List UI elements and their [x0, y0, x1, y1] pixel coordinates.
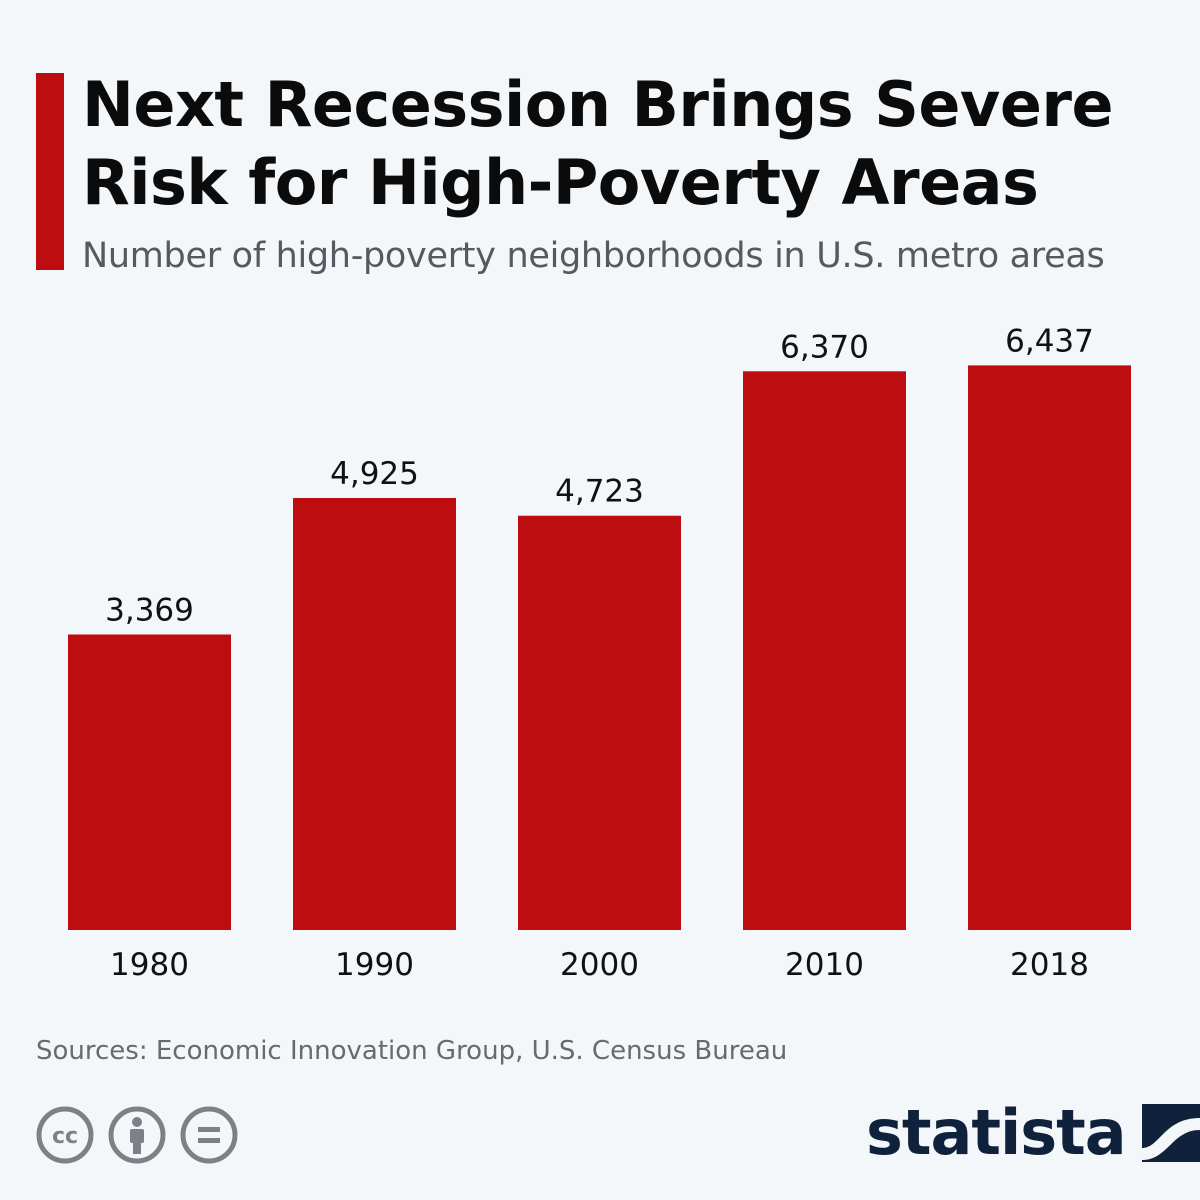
license-icons: cc: [36, 1106, 238, 1164]
bar-2018: [968, 365, 1131, 930]
value-label-2018: 6,437: [1005, 323, 1094, 359]
statista-mark-icon: [1141, 1104, 1200, 1162]
statista-logo: statista: [866, 1098, 1200, 1168]
chart-subtitle: Number of high-poverty neighborhoods in …: [82, 236, 1105, 276]
bar-2000: [518, 515, 681, 930]
cc-icon: cc: [36, 1106, 94, 1164]
no-derivatives-icon: [180, 1106, 238, 1164]
title-accent-bar: [36, 73, 64, 270]
source-note: Sources: Economic Innovation Group, U.S.…: [36, 1036, 788, 1066]
chart-title: Next Recession Brings Severe Risk for Hi…: [82, 68, 1114, 219]
value-label-2000: 4,723: [555, 474, 644, 510]
x-tick-label-2018: 2018: [1010, 947, 1089, 983]
x-tick-label-2010: 2010: [785, 947, 864, 983]
x-tick-label-2000: 2000: [560, 947, 639, 983]
bar-1990: [293, 498, 456, 930]
bar-1980: [68, 634, 231, 930]
svg-text:cc: cc: [52, 1124, 78, 1149]
bar-2010: [743, 371, 906, 930]
x-tick-label-1990: 1990: [335, 947, 414, 983]
value-label-1980: 3,369: [105, 592, 194, 628]
brand-wordmark: statista: [866, 1096, 1127, 1169]
x-tick-label-1980: 1980: [110, 947, 189, 983]
attribution-icon: [108, 1106, 166, 1164]
value-label-2010: 6,370: [780, 329, 869, 365]
value-label-1990: 4,925: [330, 456, 419, 492]
